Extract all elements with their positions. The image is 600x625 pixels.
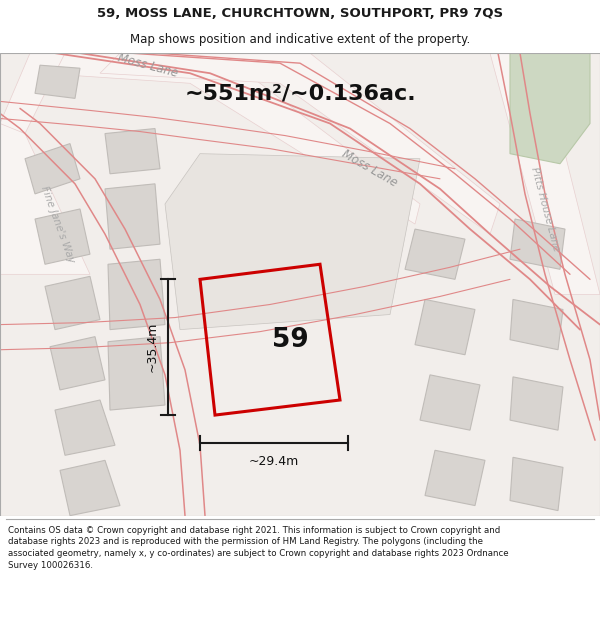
Polygon shape xyxy=(60,461,120,516)
Polygon shape xyxy=(50,337,105,390)
Polygon shape xyxy=(510,299,563,350)
Polygon shape xyxy=(35,65,80,98)
Text: Moss Lane: Moss Lane xyxy=(340,148,400,190)
Polygon shape xyxy=(165,154,420,329)
Polygon shape xyxy=(510,53,590,164)
Polygon shape xyxy=(25,144,80,194)
Polygon shape xyxy=(425,450,485,506)
Polygon shape xyxy=(490,53,600,294)
Polygon shape xyxy=(105,129,160,174)
Polygon shape xyxy=(0,53,65,144)
Text: ~29.4m: ~29.4m xyxy=(249,455,299,468)
Polygon shape xyxy=(100,53,500,234)
Polygon shape xyxy=(0,124,90,274)
Text: Fine Jane's Way: Fine Jane's Way xyxy=(40,184,77,264)
Polygon shape xyxy=(420,375,480,430)
Text: Map shows position and indicative extent of the property.: Map shows position and indicative extent… xyxy=(130,33,470,46)
Polygon shape xyxy=(510,377,563,430)
Text: ~551m²/~0.136ac.: ~551m²/~0.136ac. xyxy=(184,83,416,103)
Polygon shape xyxy=(0,53,600,516)
Polygon shape xyxy=(45,276,100,329)
Polygon shape xyxy=(105,184,160,249)
Polygon shape xyxy=(108,259,165,329)
Text: Moss Lane: Moss Lane xyxy=(116,51,179,79)
Polygon shape xyxy=(108,337,165,410)
Polygon shape xyxy=(510,458,563,511)
Polygon shape xyxy=(415,299,475,355)
Polygon shape xyxy=(510,219,565,269)
Polygon shape xyxy=(35,209,90,264)
Text: ~35.4m: ~35.4m xyxy=(146,322,158,372)
Polygon shape xyxy=(55,400,115,455)
Text: Contains OS data © Crown copyright and database right 2021. This information is : Contains OS data © Crown copyright and d… xyxy=(8,526,509,570)
Polygon shape xyxy=(40,53,420,224)
Text: 59, MOSS LANE, CHURCHTOWN, SOUTHPORT, PR9 7QS: 59, MOSS LANE, CHURCHTOWN, SOUTHPORT, PR… xyxy=(97,7,503,20)
Polygon shape xyxy=(405,229,465,279)
Text: 59: 59 xyxy=(272,327,308,352)
Text: Pitts House Lane: Pitts House Lane xyxy=(529,166,561,252)
